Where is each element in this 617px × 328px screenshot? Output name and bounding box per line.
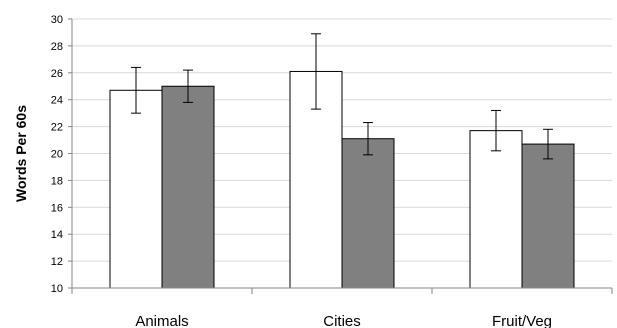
- bars: [109, 33, 575, 289]
- bar: [469, 130, 523, 289]
- y-tick-label: 10: [51, 283, 63, 295]
- y-tick-label: 26: [51, 68, 63, 80]
- y-tick-label: 22: [51, 122, 63, 134]
- axes: [68, 18, 613, 294]
- y-tick-label: 18: [51, 175, 63, 187]
- x-category-label: Cities: [323, 313, 361, 328]
- y-tick-label: 28: [51, 41, 63, 53]
- bar: [521, 143, 575, 289]
- bar: [341, 138, 395, 289]
- x-category-label: Fruit/Veg: [492, 313, 552, 328]
- bar: [161, 85, 215, 289]
- bar: [109, 89, 163, 289]
- y-tick-label: 12: [51, 256, 63, 268]
- x-category-label: Animals: [135, 313, 188, 328]
- y-tick-label: 20: [51, 149, 63, 161]
- labels: 10 12 14 16 18 20 22 24 26 28 30 Animals Cities Fruit…: [51, 14, 552, 328]
- y-tick-label: 24: [51, 95, 63, 107]
- y-tick-label: 14: [51, 229, 63, 241]
- y-tick-label: 30: [51, 14, 63, 26]
- y-axis-title: Words Per 60s: [13, 105, 29, 202]
- y-tick-label: 16: [51, 202, 63, 214]
